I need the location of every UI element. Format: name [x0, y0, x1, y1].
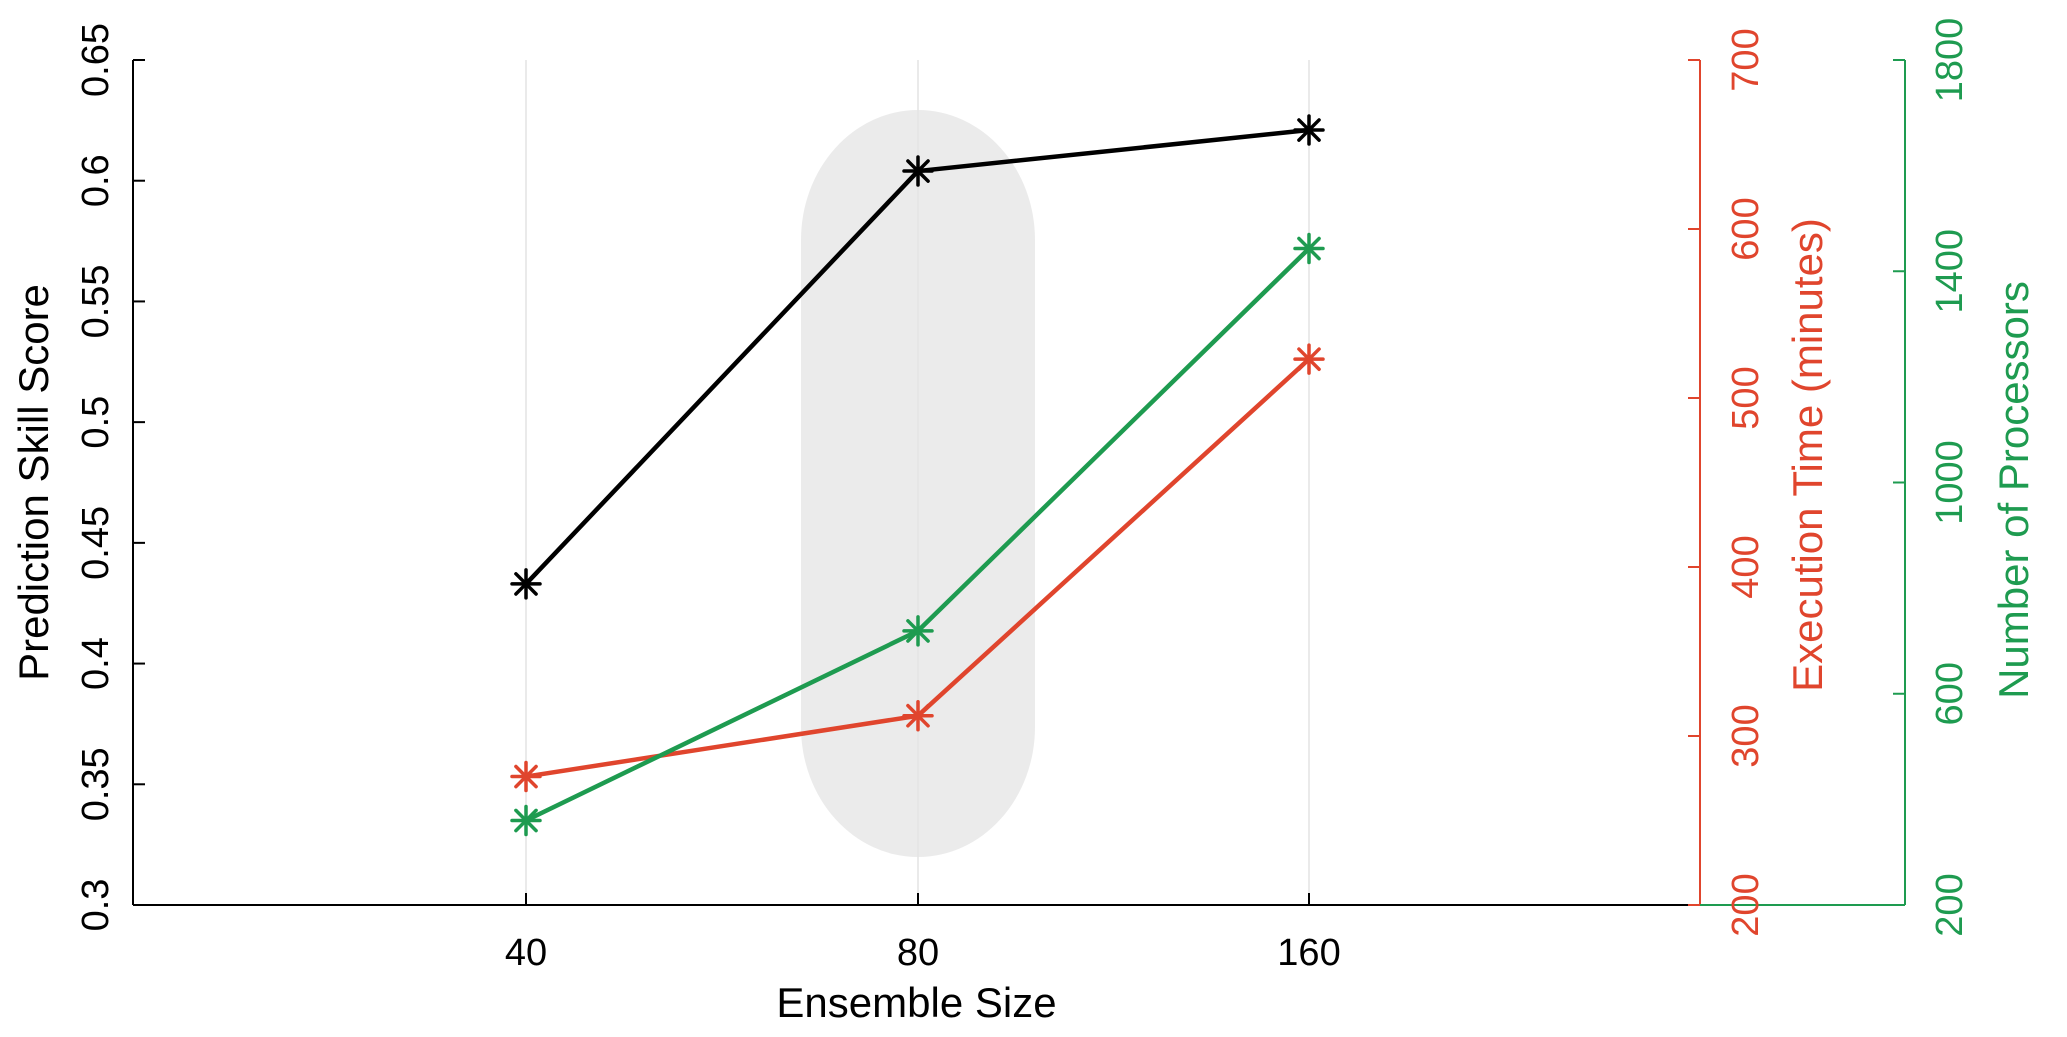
marker-stroke [514, 572, 538, 596]
y-left-axis-label: Prediction Skill Score [10, 284, 57, 681]
y-processors-tick-label: 1400 [1929, 229, 1971, 314]
x-tick-label: 160 [1277, 932, 1340, 974]
x-axis-label: Ensemble Size [776, 979, 1056, 1026]
y-processors-tick-label: 600 [1929, 662, 1971, 725]
data-point [902, 615, 934, 647]
marker-stroke [514, 764, 538, 789]
y-left-tick-label: 0.55 [75, 264, 117, 338]
y-left-tick-label: 0.4 [75, 637, 117, 690]
y-left-tick-label: 0.65 [75, 23, 117, 97]
text-layer: 40 80 160 0.3 0.35 0.4 0.45 0.5 0.55 0.6 0.65 200 30… [10, 18, 2037, 1026]
y-left-tick-label: 0.45 [75, 506, 117, 580]
y-left-tick-label: 0.6 [75, 154, 117, 207]
x-tick-label: 80 [897, 932, 939, 974]
y-time-tick-label: 700 [1725, 28, 1767, 91]
marker-stroke [1297, 236, 1321, 261]
data-point [1293, 343, 1325, 375]
data-point [510, 568, 542, 600]
data-point [510, 760, 542, 793]
axes [132, 59, 1906, 906]
y-left-tick-label: 0.5 [75, 396, 117, 449]
marker-stroke [906, 159, 930, 183]
y-processors-axis-label: Number of Processors [1990, 281, 2037, 699]
marker-stroke [1297, 118, 1321, 142]
y-time-axis-label: Execution Time (minutes) [1784, 218, 1831, 692]
marker-stroke [514, 808, 538, 833]
x-grid [525, 60, 1310, 905]
y-processors-tick-label: 1000 [1929, 440, 1971, 525]
data-point [1293, 114, 1325, 146]
data-point [902, 699, 934, 732]
data-point [902, 155, 934, 187]
x-tick-label: 40 [505, 932, 547, 974]
y-time-tick-label: 500 [1725, 366, 1767, 429]
y-processors-tick-label: 1800 [1929, 18, 1971, 103]
y-left-tick-label: 0.3 [75, 879, 117, 932]
y-time-tick-label: 600 [1725, 197, 1767, 260]
y-time-tick-label: 400 [1725, 535, 1767, 598]
y-time-tick-label: 200 [1725, 873, 1767, 936]
marker-stroke [906, 619, 930, 643]
data-point [510, 804, 542, 837]
data-point [1293, 232, 1325, 265]
series-layer [510, 114, 1325, 837]
marker-stroke [1297, 347, 1321, 371]
y-processors-tick-label: 200 [1929, 873, 1971, 936]
y-left-tick-label: 0.35 [75, 747, 117, 821]
marker-stroke [906, 703, 930, 728]
y-time-tick-label: 300 [1725, 704, 1767, 767]
